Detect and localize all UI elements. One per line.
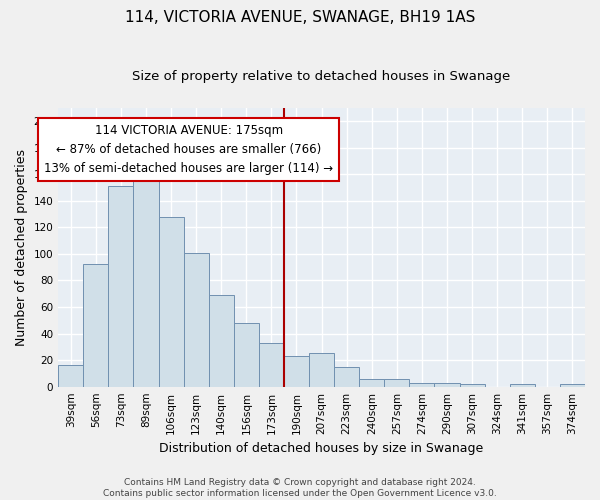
Bar [259, 343, 284, 386]
Bar [58, 366, 83, 386]
Bar [385, 378, 409, 386]
Bar [460, 384, 485, 386]
Bar [409, 382, 434, 386]
Text: 114 VICTORIA AVENUE: 175sqm
← 87% of detached houses are smaller (766)
13% of se: 114 VICTORIA AVENUE: 175sqm ← 87% of det… [44, 124, 333, 174]
Bar [158, 216, 184, 386]
Text: Contains HM Land Registry data © Crown copyright and database right 2024.
Contai: Contains HM Land Registry data © Crown c… [103, 478, 497, 498]
Bar [83, 264, 109, 386]
Bar [309, 354, 334, 386]
Bar [133, 168, 158, 386]
Title: Size of property relative to detached houses in Swanage: Size of property relative to detached ho… [133, 70, 511, 83]
Bar [109, 186, 133, 386]
Y-axis label: Number of detached properties: Number of detached properties [15, 148, 28, 346]
Bar [560, 384, 585, 386]
Bar [334, 367, 359, 386]
Bar [234, 323, 259, 386]
Text: 114, VICTORIA AVENUE, SWANAGE, BH19 1AS: 114, VICTORIA AVENUE, SWANAGE, BH19 1AS [125, 10, 475, 25]
Bar [359, 378, 385, 386]
Bar [284, 356, 309, 386]
Bar [510, 384, 535, 386]
Bar [184, 252, 209, 386]
X-axis label: Distribution of detached houses by size in Swanage: Distribution of detached houses by size … [160, 442, 484, 455]
Bar [209, 295, 234, 386]
Bar [434, 382, 460, 386]
